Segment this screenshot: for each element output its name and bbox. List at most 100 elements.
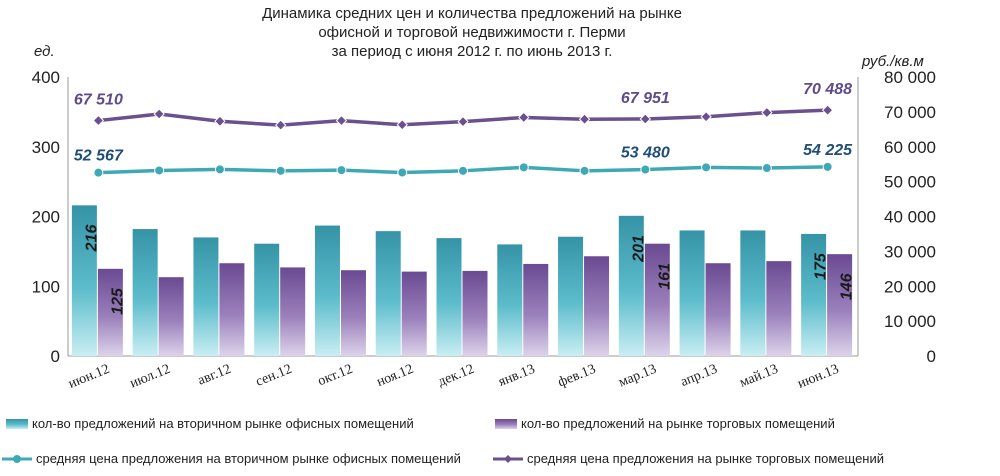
category-label: авг.12 <box>196 362 234 389</box>
data-label-retail-count: 125 <box>109 287 126 315</box>
line-series <box>92 104 834 178</box>
data-label-retail-price: 67 951 <box>621 90 670 107</box>
chart-title-line-2: офисной и торговой недвижимости г. Перми <box>318 24 625 41</box>
right-tick-label: 50 000 <box>884 173 936 192</box>
category-label: июн.12 <box>66 362 111 392</box>
point-office-price <box>822 161 833 172</box>
bar-retail-count <box>401 271 427 356</box>
data-label-retail-price: 67 510 <box>74 92 123 109</box>
category-labels: июн.12 июл.12 авг.12 сен.12 окт.12 ноя.12 дек.… <box>66 362 841 392</box>
point-office-price <box>154 165 165 176</box>
point-office-price <box>640 164 651 175</box>
right-tick-label: 60 000 <box>884 138 936 157</box>
point-retail-price <box>214 115 226 127</box>
right-axis-ticks: 0 10 000 20 000 30 000 40 000 50 000 60 000 70 … <box>884 68 936 366</box>
point-office-price <box>93 167 104 178</box>
point-office-price <box>579 165 590 176</box>
category-label: ноя.12 <box>375 362 416 390</box>
data-label-retail-count: 146 <box>839 273 856 300</box>
bar-retail-count <box>462 270 488 356</box>
point-office-price <box>397 167 408 178</box>
data-label-retail-count: 161 <box>656 263 673 290</box>
point-retail-price <box>761 106 773 119</box>
legend-marker-office-price <box>13 455 21 463</box>
data-label-office-count: 216 <box>83 225 100 253</box>
right-axis-unit: руб./кв.м <box>861 53 924 70</box>
bar-office-count <box>679 230 705 356</box>
point-office-price <box>458 165 468 176</box>
bar-retail-count <box>97 268 123 356</box>
bar-retail-count <box>280 267 306 356</box>
category-label: фев.13 <box>556 362 598 391</box>
legend-item-office-count: кол-во предложений на вторичном рынке оф… <box>6 416 414 431</box>
legend-label-retail-price: средняя цена предложения на рынке торгов… <box>527 451 884 466</box>
legend-swatch-office-count <box>6 419 28 429</box>
right-tick-label: 30 000 <box>884 242 936 261</box>
point-office-price <box>275 165 286 176</box>
category-label: мар.13 <box>617 362 659 391</box>
legend-swatch-retail-count <box>495 419 517 429</box>
bar-retail-count <box>158 277 184 356</box>
bar-retail-count <box>584 256 610 356</box>
point-retail-price <box>92 114 105 127</box>
data-label-office-price: 53 480 <box>621 144 670 161</box>
right-tick-label: 40 000 <box>884 208 936 227</box>
bar-office-count <box>314 225 340 356</box>
bar-office-count <box>558 236 584 356</box>
bar-office-count <box>254 243 280 356</box>
right-tick-label: 80 000 <box>884 68 936 87</box>
left-tick-label: 300 <box>32 138 60 157</box>
category-label: дек.12 <box>436 362 477 390</box>
chart-title-line-3: за период с июня 2012 г. по июнь 2013 г. <box>332 43 613 60</box>
point-retail-price <box>457 115 469 128</box>
point-retail-price <box>578 113 591 125</box>
left-tick-label: 200 <box>32 208 60 227</box>
point-office-price <box>701 162 712 173</box>
bar-series <box>71 205 853 356</box>
bar-retail-count <box>523 263 549 356</box>
legend-item-retail-price: средняя цена предложения на рынке торгов… <box>493 451 884 466</box>
bar-office-count <box>740 230 766 356</box>
bar-office-count <box>193 237 219 356</box>
left-axis-unit: ед. <box>34 43 55 60</box>
category-label: апр.13 <box>679 362 720 390</box>
data-label-office-price: 52 567 <box>74 148 124 165</box>
data-labels: 216 125 52 567 67 510 201 161 53 480 67 951 175 1… <box>74 81 856 315</box>
legend-label-office-price: средняя цена предложения на вторичном ры… <box>36 451 461 466</box>
category-label: май.13 <box>738 362 781 391</box>
point-office-price <box>518 162 529 173</box>
left-tick-label: 0 <box>51 347 60 366</box>
category-label: июн.13 <box>796 362 841 392</box>
bar-office-count <box>497 244 523 356</box>
category-label: янв.13 <box>496 362 537 390</box>
point-retail-price <box>274 119 287 131</box>
right-tick-label: 70 000 <box>884 103 936 122</box>
right-tick-label: 0 <box>927 347 936 366</box>
bar-office-count <box>375 231 401 356</box>
left-tick-label: 100 <box>32 277 60 296</box>
bar-retail-count <box>766 261 792 356</box>
point-retail-price <box>821 104 834 116</box>
bar-office-count <box>132 229 158 356</box>
point-retail-price <box>153 108 165 120</box>
category-label: окт.12 <box>316 362 355 389</box>
left-tick-label: 400 <box>32 68 60 87</box>
bar-office-count <box>618 215 644 356</box>
data-label-office-count: 175 <box>813 252 830 280</box>
legend-marker-retail-price <box>504 455 512 463</box>
bar-retail-count <box>340 270 366 356</box>
chart-title-line-1: Динамика средних цен и количества предло… <box>262 5 682 22</box>
bar-retail-count <box>219 263 245 356</box>
bar-office-count <box>801 233 827 356</box>
point-retail-price <box>518 111 530 124</box>
bar-retail-count <box>827 254 853 356</box>
bar-office-count <box>436 238 462 356</box>
point-retail-price <box>335 114 348 127</box>
left-axis-ticks: 0 100 200 300 400 <box>32 68 60 366</box>
point-retail-price <box>396 119 408 131</box>
legend-label-office-count: кол-во предложений на вторичном рынке оф… <box>32 416 414 431</box>
right-tick-label: 10 000 <box>884 312 936 331</box>
bar-office-count <box>71 205 97 356</box>
data-label-office-count: 201 <box>630 235 647 263</box>
chart-title: Динамика средних цен и количества предло… <box>262 5 682 60</box>
